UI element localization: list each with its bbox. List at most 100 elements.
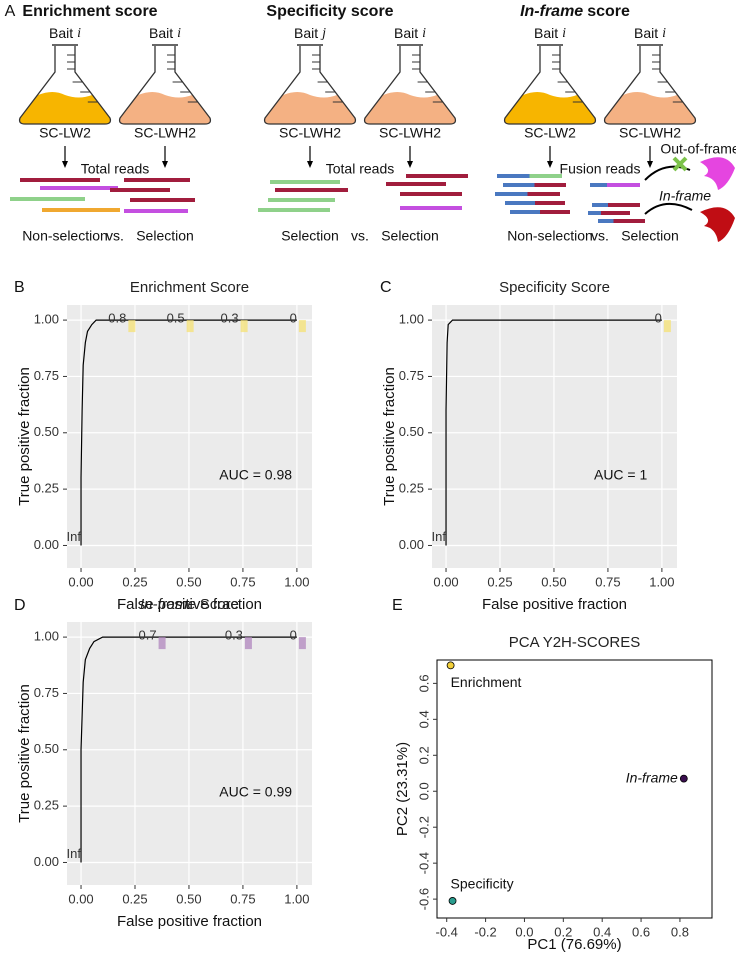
y-tick-label: 1.00 xyxy=(34,312,59,327)
bait-index: i xyxy=(562,26,566,41)
panel-label: A xyxy=(5,3,16,20)
x-tick-label: 0.2 xyxy=(554,924,572,939)
bait-label: Bait i xyxy=(394,25,426,42)
cutoff-highlight xyxy=(663,320,671,333)
x-tick-label: 0.25 xyxy=(122,891,147,906)
cutoff-highlight xyxy=(186,320,194,333)
x-axis-label: False positive fraction xyxy=(482,596,627,613)
out-of-frame-label: Out-of-frame xyxy=(660,141,736,157)
x-tick-label: 0.6 xyxy=(632,924,650,939)
medium-label: SC-LWH2 xyxy=(134,125,196,141)
cutoff-highlight xyxy=(128,320,136,333)
flask-liquid xyxy=(604,92,696,124)
cutoff-label: 0.5 xyxy=(167,311,185,326)
y-tick-label: 0.25 xyxy=(399,481,424,496)
condition-label: Selection xyxy=(281,228,339,244)
roc-curve xyxy=(445,319,662,546)
x-tick-label: 1.00 xyxy=(284,574,309,589)
y-tick-label: 0.00 xyxy=(34,854,59,869)
protein-out xyxy=(700,157,735,190)
x-tick-label: 0.00 xyxy=(68,891,93,906)
condition-label: Non-selection xyxy=(22,228,108,244)
flask-liquid xyxy=(264,92,356,124)
point xyxy=(446,661,455,670)
panel-label: E xyxy=(392,597,403,614)
flask-liquid xyxy=(364,92,456,124)
medium-label: SC-LWH2 xyxy=(379,125,441,141)
reads-label: Total reads xyxy=(326,161,394,177)
x-tick-label: 0.0 xyxy=(515,924,533,939)
x-tick-label: 1.00 xyxy=(284,891,309,906)
flask-liquid xyxy=(19,92,111,124)
bait-label: Bait i xyxy=(149,25,181,42)
y-tick-label: 0.50 xyxy=(34,741,59,756)
medium-label: SC-LW2 xyxy=(524,125,576,141)
y-axis-label: True positive fraction xyxy=(16,684,33,823)
flask xyxy=(363,46,457,125)
cutoff-highlight xyxy=(158,637,166,650)
chart-title: PCA Y2H-SCORES xyxy=(509,634,640,651)
x-tick-label: 0.00 xyxy=(433,574,458,589)
vs-label: vs. xyxy=(351,228,369,244)
bait-label: Bait i xyxy=(634,25,666,42)
x-tick-label: 0.75 xyxy=(230,891,255,906)
panel-label: D xyxy=(14,597,26,614)
reads-label: Fusion reads xyxy=(560,161,641,177)
x-tick-label: 0.4 xyxy=(593,924,611,939)
bait-index: j xyxy=(320,26,326,41)
y-tick-label: 0.75 xyxy=(34,368,59,383)
cutoff-label: Inf xyxy=(432,529,447,544)
x-tick-label: 1.00 xyxy=(649,574,674,589)
section-title: Specificity score xyxy=(266,3,393,20)
reads-label: Total reads xyxy=(81,161,149,177)
vs-label: vs. xyxy=(106,228,124,244)
x-tick-label: 0.75 xyxy=(595,574,620,589)
auc-annotation: AUC = 0.98 xyxy=(219,467,292,483)
y-tick-label: 0.75 xyxy=(399,368,424,383)
y-tick-label: -0.4 xyxy=(416,852,431,874)
condition-label: Non-selection xyxy=(507,228,593,244)
in-frame-label: In-frame xyxy=(659,188,711,204)
bait-word: Bait xyxy=(294,25,318,41)
medium-label: SC-LWH2 xyxy=(619,125,681,141)
y-axis-label: True positive fraction xyxy=(381,367,398,506)
x-tick-label: 0.50 xyxy=(176,574,201,589)
arrow-head xyxy=(307,161,313,168)
chart-title-text: Enrichment Score xyxy=(130,279,249,296)
bait-word: Bait xyxy=(534,25,558,41)
bait-word: Bait xyxy=(634,25,658,41)
condition-label: Selection xyxy=(621,228,679,244)
y-tick-label: 0.25 xyxy=(34,481,59,496)
x-tick-label: 0.00 xyxy=(68,574,93,589)
section-title-text: Enrichment score xyxy=(22,3,157,20)
bait-index: i xyxy=(422,26,426,41)
cross xyxy=(672,156,688,172)
chart-title-rest: Score xyxy=(200,596,239,613)
section-title: Enrichment score xyxy=(22,3,157,20)
bait-index: i xyxy=(177,26,181,41)
x-tick-label: 0.50 xyxy=(176,891,201,906)
panel-label: B xyxy=(14,279,25,296)
y-tick-label: 0.0 xyxy=(416,782,431,800)
bait-label: Bait i xyxy=(49,25,81,42)
cutoff-label: 0.3 xyxy=(221,311,239,326)
cutoff-highlight xyxy=(240,320,248,333)
y-tick-label: 0.25 xyxy=(34,798,59,813)
y-tick-label: 0.50 xyxy=(399,424,424,439)
y-tick-label: 0.4 xyxy=(416,710,431,728)
x-axis-label: PC1 (76.69%) xyxy=(527,936,621,953)
point xyxy=(679,774,688,783)
arrow-head xyxy=(547,161,553,168)
bait-word: Bait xyxy=(149,25,173,41)
y-axis-label: True positive fraction xyxy=(16,367,33,506)
x-tick-label: 0.50 xyxy=(541,574,566,589)
cutoff-label: Inf xyxy=(67,529,82,544)
y-axis-label: PC2 (23.31%) xyxy=(394,742,411,836)
x-axis-label: False positive fraction xyxy=(117,596,262,613)
section-title-rest: score xyxy=(587,3,630,20)
medium-label: SC-LWH2 xyxy=(279,125,341,141)
chart-title-italic: In-frame xyxy=(140,596,196,613)
curved-arrow xyxy=(644,203,693,215)
x-axis-label: False positive fraction xyxy=(117,913,262,930)
x-tick-label: 0.25 xyxy=(487,574,512,589)
